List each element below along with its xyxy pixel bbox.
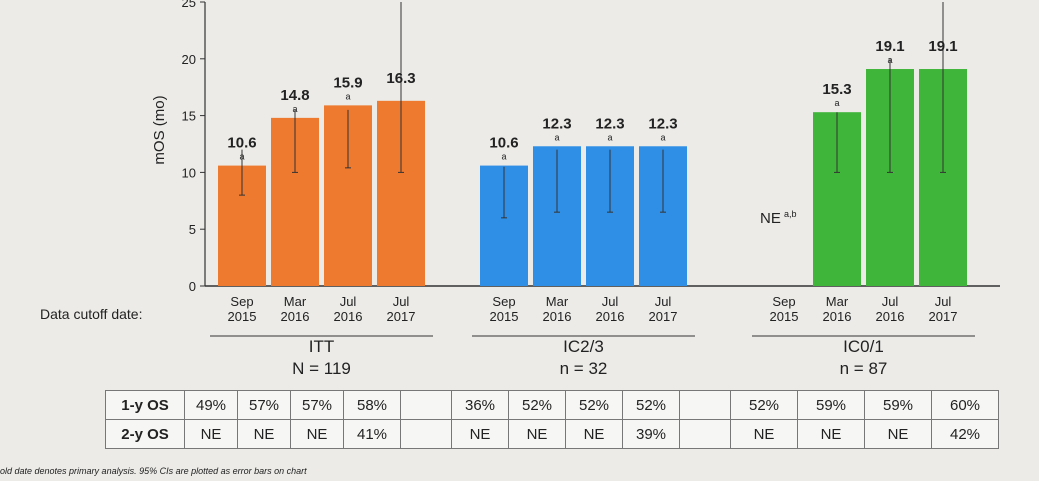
x-tick-label: Mar 2016 (822, 294, 852, 324)
table-gap (679, 419, 731, 449)
bar-note: a (660, 132, 665, 142)
x-tick-label: Mar 2016 (542, 294, 572, 324)
group-name: ITT (308, 337, 335, 356)
bar-note: a (554, 132, 559, 142)
value-label: 16.3 (386, 70, 415, 87)
y-tick-label: 20 (182, 52, 196, 67)
y-tick-label: 15 (182, 109, 196, 124)
y-tick-label: 5 (189, 222, 196, 237)
table-cell: NE (237, 419, 291, 449)
table-cell: 1-y OS (105, 390, 185, 420)
os-table: 1-y OS 49% 57% 57% 58% 36% 52% 52% 52% 52% 59% 59% 6… (105, 390, 999, 449)
group-name: IC2/3 (563, 337, 604, 356)
x-tick-label: Mar 2016 (280, 294, 310, 324)
value-label: 12.3 (648, 115, 677, 132)
group-n: n = 32 (559, 359, 608, 378)
table-cell: 52% (508, 390, 566, 420)
table-cell: NE (730, 419, 798, 449)
table-cell: 57% (237, 390, 291, 420)
table-cell: NE (565, 419, 623, 449)
y-tick-label: 0 (189, 279, 196, 294)
table-row: 1-y OS 49% 57% 57% 58% 36% 52% 52% 52% 52% 59% 59% 6… (105, 390, 999, 420)
table-cell: 57% (290, 390, 344, 420)
y-tick-label: 25 (182, 0, 196, 10)
table-cell: 59% (797, 390, 865, 420)
table-cell: 60% (931, 390, 999, 420)
table-gap (400, 419, 452, 449)
y-axis-title: mOS (mo) (151, 95, 168, 164)
value-label: 15.3 (822, 81, 851, 98)
x-tick-label: Jul 2016 (875, 294, 905, 324)
value-label: 12.3 (595, 115, 624, 132)
table-cell: 52% (730, 390, 798, 420)
table-cell: 41% (343, 419, 401, 449)
table-cell: 42% (931, 419, 999, 449)
table-cell: 39% (622, 419, 680, 449)
value-label: 10.6 (227, 135, 256, 152)
missing-label: NE (760, 210, 781, 227)
x-tick-label: Jul 2016 (595, 294, 625, 324)
table-cell: 2-y OS (105, 419, 185, 449)
x-tick-label: Sep 2015 (489, 294, 519, 324)
bar-note: a (887, 55, 892, 65)
table-cell: NE (290, 419, 344, 449)
y-tick-label: 10 (182, 165, 196, 180)
table-cell: 52% (622, 390, 680, 420)
table-cell: NE (508, 419, 566, 449)
bar-note: a (239, 152, 244, 162)
x-tick-label: Jul 2016 (333, 294, 363, 324)
x-tick-label: Jul 2017 (928, 294, 958, 324)
footnote: old date denotes primary analysis. 95% C… (0, 466, 307, 476)
bar-note: a (834, 98, 839, 108)
value-label: 19.1 (928, 38, 957, 55)
table-gap (400, 390, 452, 420)
table-cell: 59% (864, 390, 932, 420)
table-cell: NE (864, 419, 932, 449)
x-tick-label: Sep 2015 (227, 294, 257, 324)
value-label: 19.1 (875, 38, 904, 55)
bar-note: a (607, 132, 612, 142)
missing-note: a,b (784, 209, 797, 219)
group-n: N = 119 (292, 359, 351, 378)
group-name: IC0/1 (843, 337, 884, 356)
table-cell: 49% (184, 390, 238, 420)
x-tick-label: Jul 2017 (386, 294, 416, 324)
group-n: n = 87 (839, 359, 888, 378)
table-row: 2-y OS NE NE NE 41% NE NE NE 39% NE NE NE 42% (105, 419, 999, 449)
table-gap (679, 390, 731, 420)
bar-note: a (345, 91, 350, 101)
table-cell: NE (451, 419, 509, 449)
value-label: 12.3 (542, 115, 571, 132)
table-cell: NE (797, 419, 865, 449)
table-cell: 58% (343, 390, 401, 420)
value-label: 10.6 (489, 135, 518, 152)
value-label: 15.9 (333, 74, 362, 91)
bar-note: a (501, 152, 506, 162)
cutoff-label: Data cutoff date: (40, 306, 143, 322)
table-cell: NE (184, 419, 238, 449)
value-label: 14.8 (280, 87, 309, 104)
x-tick-label: Jul 2017 (648, 294, 678, 324)
table-cell: 52% (565, 390, 623, 420)
table-cell: 36% (451, 390, 509, 420)
x-tick-label: Sep 2015 (769, 294, 799, 324)
bar-note: a (292, 104, 297, 114)
